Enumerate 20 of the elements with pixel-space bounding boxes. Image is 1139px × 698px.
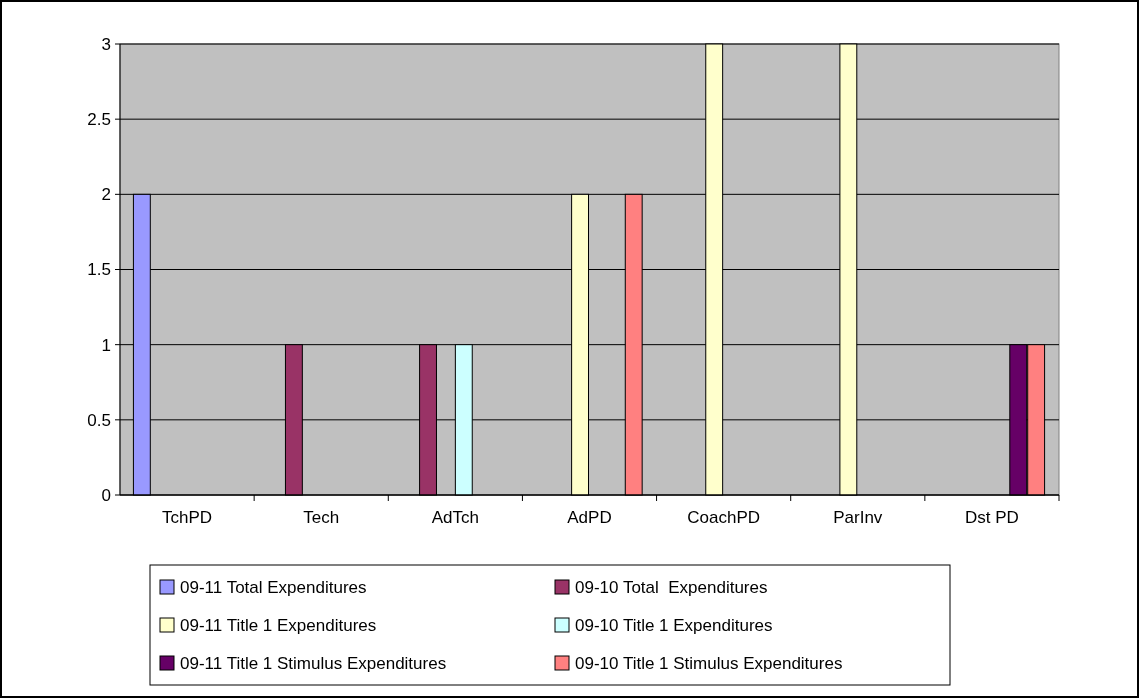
y-tick-label: 1 <box>101 335 111 355</box>
x-tick-label: TchPD <box>162 508 213 527</box>
legend-label: 09-10 Title 1 Expenditures <box>575 615 773 635</box>
y-tick-label: 2.5 <box>87 110 111 130</box>
legend-label: 09-10 Total Expenditures <box>575 577 768 597</box>
legend-label: 09-10 Title 1 Stimulus Expenditures <box>575 653 843 673</box>
x-tick-label: CoachPD <box>687 508 761 527</box>
y-tick-label: 1.5 <box>87 260 111 280</box>
y-tick-label: 2 <box>101 185 111 205</box>
y-tick-label: 3 <box>101 34 111 54</box>
y-tick-label: 0 <box>101 485 111 505</box>
x-tick-label: AdPD <box>567 508 612 527</box>
legend-label: 09-11 Title 1 Stimulus Expenditures <box>180 653 447 673</box>
y-tick-label: 0.5 <box>87 410 111 430</box>
legend-label: 09-11 Total Expenditures <box>180 577 367 597</box>
x-tick-label: ParInv <box>833 508 883 527</box>
x-tick-label: Dst PD <box>965 508 1019 527</box>
legend-label: 09-11 Title 1 Expenditures <box>180 615 377 635</box>
x-tick-label: Tech <box>303 508 340 527</box>
x-tick-label: AdTch <box>431 508 479 527</box>
